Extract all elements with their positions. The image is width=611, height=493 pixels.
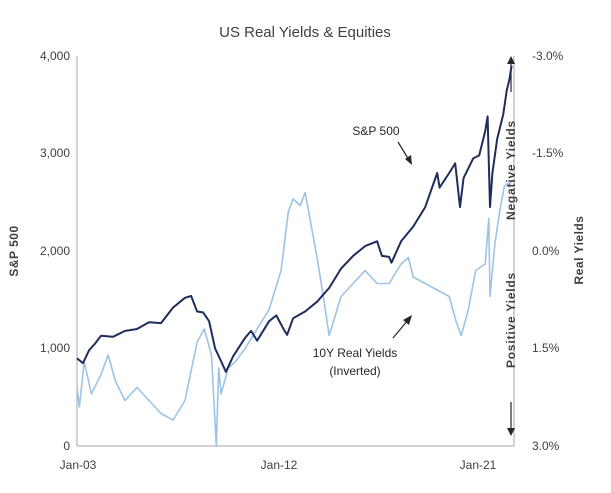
right-tick-label: -1.5% <box>532 146 564 160</box>
x-tick-label: Jan-21 <box>460 458 497 472</box>
up-arrow-icon <box>507 56 515 92</box>
real-yields-annotation-arrow <box>392 315 412 339</box>
real-yields-annotation-line2: (Inverted) <box>329 364 380 378</box>
left-axis-title: S&P 500 <box>7 225 21 276</box>
right-tick-label: -3.0% <box>532 49 564 63</box>
x-tick-label: Jan-03 <box>60 458 97 472</box>
left-tick-label: 2,000 <box>40 244 70 258</box>
left-tick-label: 1,000 <box>40 341 70 355</box>
positive-yields-label: Positive Yields <box>504 272 518 368</box>
sp500-series-line <box>76 65 513 373</box>
real-yields-annotation-line1: 10Y Real Yields <box>313 346 398 360</box>
sp500-annotation: S&P 500 <box>352 124 399 138</box>
right-axis-title: Real Yields <box>572 216 586 285</box>
negative-yields-label: Negative Yields <box>504 120 518 220</box>
chart-title: US Real Yields & Equities <box>219 24 391 41</box>
sp500-annotation-arrow <box>397 141 412 165</box>
real-yields-series-line <box>76 182 512 447</box>
series-layer <box>76 65 513 447</box>
left-tick-label: 0 <box>63 439 70 453</box>
right-tick-label: 1.5% <box>532 341 560 355</box>
left-tick-label: 3,000 <box>40 146 70 160</box>
right-tick-label: 3.0% <box>532 439 560 453</box>
left-tick-label: 4,000 <box>40 49 70 63</box>
down-arrow-icon <box>507 402 515 436</box>
right-tick-label: 0.0% <box>532 244 560 258</box>
x-tick-label: Jan-12 <box>261 458 298 472</box>
